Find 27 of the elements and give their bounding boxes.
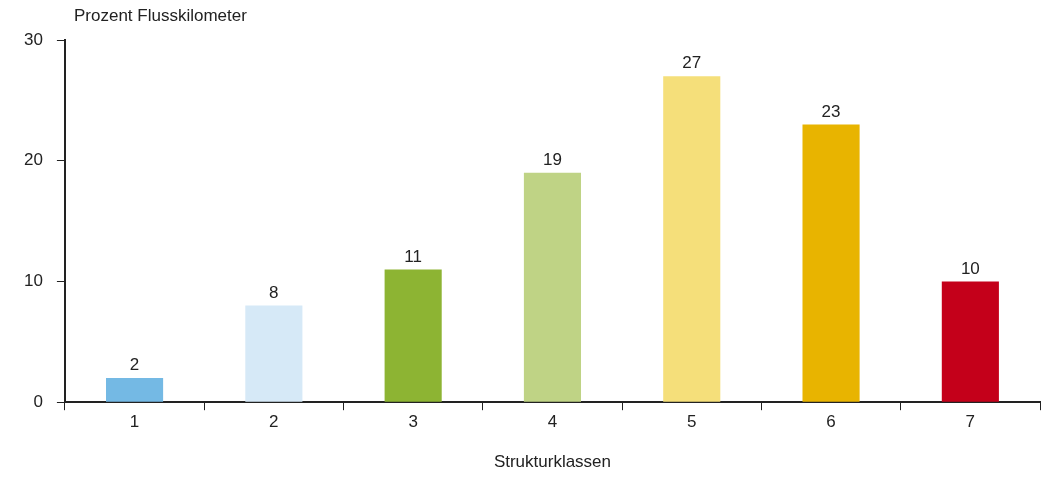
data-label: 2 xyxy=(129,355,140,375)
data-label: 11 xyxy=(404,246,422,266)
data-label: 8 xyxy=(269,282,279,302)
bar xyxy=(941,281,999,402)
x-tick-label: 5 xyxy=(687,412,697,432)
y-tick-label: 30 xyxy=(23,29,43,49)
x-tick-label: 6 xyxy=(826,412,836,432)
bar xyxy=(523,172,582,402)
x-axis-title: Strukturklassen xyxy=(493,452,612,472)
data-label: 27 xyxy=(682,53,702,73)
x-tick-label: 7 xyxy=(965,412,976,432)
bar xyxy=(663,76,721,402)
data-label: 23 xyxy=(821,101,841,121)
data-label: 10 xyxy=(960,258,980,278)
x-tick-label: 4 xyxy=(547,412,558,432)
x-tick-label: 1 xyxy=(129,412,140,432)
y-axis-title: Prozent Flusskilometer xyxy=(74,6,248,26)
bar xyxy=(384,269,442,402)
bar xyxy=(245,305,303,402)
y-tick-label: 20 xyxy=(23,150,43,170)
data-label: 19 xyxy=(542,149,562,169)
y-tick-label: 10 xyxy=(23,271,43,291)
x-tick-label: 2 xyxy=(269,412,279,432)
x-tick-label: 3 xyxy=(408,412,418,432)
y-tick-label: 0 xyxy=(33,391,43,411)
bar xyxy=(802,124,860,402)
bar xyxy=(106,378,164,402)
